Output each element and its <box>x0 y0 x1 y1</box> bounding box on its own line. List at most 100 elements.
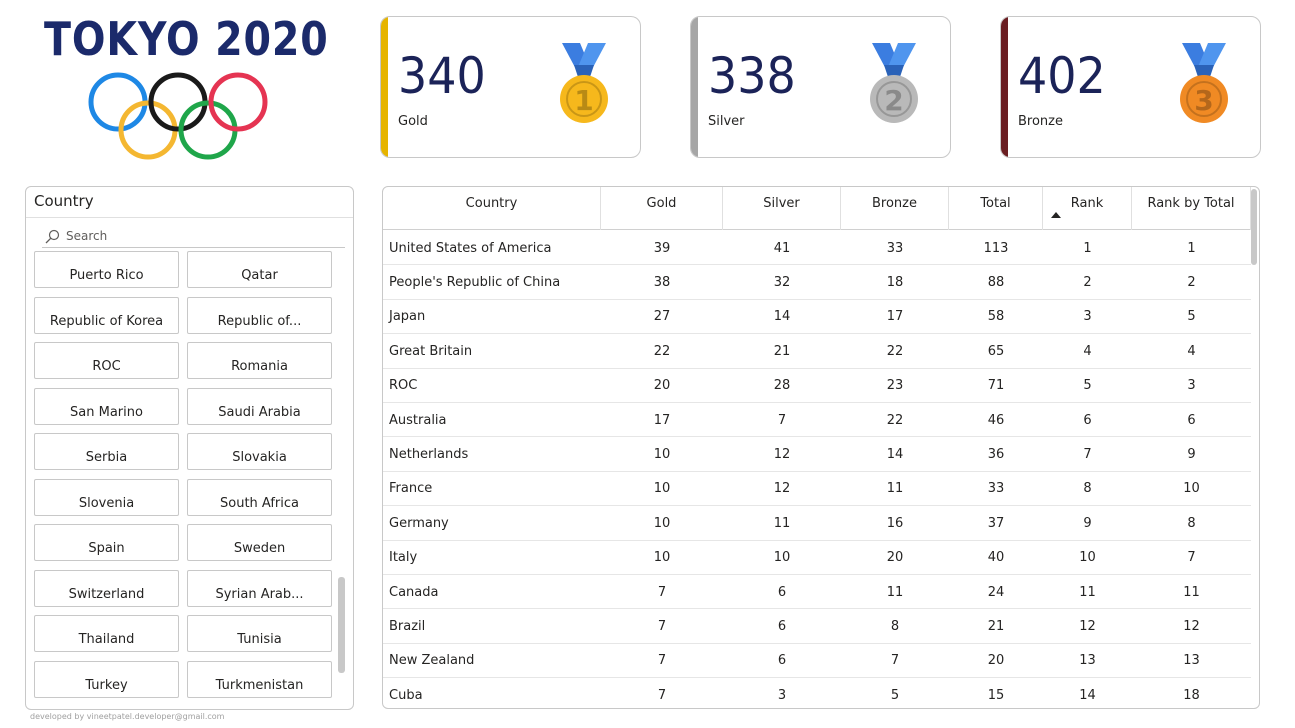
cell-rank-by-total: 18 <box>1183 687 1200 703</box>
cell-silver: 7 <box>777 412 787 428</box>
cell-rank-by-total: 12 <box>1183 618 1200 634</box>
cell-silver: 3 <box>777 687 787 703</box>
column-header-rank[interactable]: Rank <box>1043 187 1132 230</box>
cell-country: New Zealand <box>389 653 475 669</box>
cell-total: 65 <box>987 343 1005 359</box>
cell-gold: 7 <box>657 687 667 703</box>
cell-gold: 22 <box>653 343 671 359</box>
cell-gold: 7 <box>657 584 667 600</box>
cell-gold: 10 <box>653 515 671 531</box>
search-icon <box>45 229 60 244</box>
table-row[interactable]: Canada 7 6 11 24 11 11 <box>383 575 1251 610</box>
country-tile[interactable]: Republic of Korea <box>34 296 179 334</box>
country-tile[interactable]: Serbia <box>34 433 179 470</box>
table-row[interactable]: New Zealand 7 6 7 20 13 13 <box>383 644 1251 679</box>
slicer-search <box>42 227 345 248</box>
table-row[interactable]: Germany 10 11 16 37 9 8 <box>383 506 1251 541</box>
country-tile[interactable]: Turkmenistan <box>187 660 332 698</box>
cell-rank-by-total: 8 <box>1187 515 1196 531</box>
country-tile[interactable]: Thailand <box>34 615 179 652</box>
column-header-silver[interactable]: Silver <box>723 187 841 230</box>
silver-count: 338 <box>708 47 796 105</box>
cell-silver: 14 <box>773 309 791 325</box>
cell-rank: 13 <box>1079 653 1096 669</box>
cell-total: 36 <box>987 446 1005 462</box>
cell-bronze: 11 <box>886 584 904 600</box>
country-tile[interactable]: Romania <box>187 342 332 379</box>
table-row[interactable]: ROC 20 28 23 71 5 3 <box>383 369 1251 403</box>
column-header-label: Country <box>465 196 518 211</box>
country-tile[interactable]: Switzerland <box>34 569 179 607</box>
cell-bronze: 16 <box>886 515 904 531</box>
table-row[interactable]: Italy 10 10 20 40 10 7 <box>383 541 1251 575</box>
cell-country: Australia <box>389 412 447 428</box>
cell-total: 21 <box>987 618 1005 634</box>
table-scrollbar[interactable] <box>1251 189 1257 265</box>
country-tile[interactable]: Slovakia <box>187 433 332 470</box>
cell-silver: 6 <box>777 584 787 600</box>
silver-label: Silver <box>708 114 745 129</box>
cell-country: Netherlands <box>389 446 469 462</box>
medal-table: Country Gold Silver Bronze Total Rank Rank by … <box>382 186 1260 709</box>
cell-total: 37 <box>987 515 1005 531</box>
cell-country: Italy <box>389 550 418 566</box>
country-tile[interactable]: Slovenia <box>34 478 179 516</box>
cell-rank-by-total: 5 <box>1187 309 1196 325</box>
table-row[interactable]: Australia 17 7 22 46 6 6 <box>383 403 1251 438</box>
cell-gold: 10 <box>653 446 671 462</box>
logo-title: TOKYO 2020 <box>44 12 329 66</box>
column-header-bronze[interactable]: Bronze <box>841 187 949 230</box>
table-row[interactable]: Brazil 7 6 8 21 12 12 <box>383 609 1251 644</box>
cell-rank-by-total: 11 <box>1183 584 1200 600</box>
country-tile[interactable]: Saudi Arabia <box>187 387 332 425</box>
cell-rank: 9 <box>1083 515 1092 531</box>
slicer-scrollbar[interactable] <box>338 577 345 673</box>
cell-total: 46 <box>987 412 1005 428</box>
country-tile[interactable]: South Africa <box>187 478 332 516</box>
cell-country: ROC <box>389 378 418 394</box>
cell-total: 71 <box>987 378 1005 394</box>
gold-label: Gold <box>398 114 428 129</box>
column-header-country[interactable]: Country <box>383 187 601 230</box>
cell-rank-by-total: 4 <box>1187 343 1196 359</box>
cell-bronze: 22 <box>886 343 904 359</box>
cell-bronze: 22 <box>886 412 904 428</box>
search-input[interactable] <box>66 229 326 243</box>
medal-number: 2 <box>884 84 903 117</box>
medal-number: 1 <box>574 84 593 117</box>
column-header-total[interactable]: Total <box>949 187 1043 230</box>
cell-gold: 7 <box>657 653 667 669</box>
cell-silver: 41 <box>773 240 791 256</box>
cell-bronze: 5 <box>890 687 900 703</box>
country-tile[interactable]: Sweden <box>187 524 332 561</box>
country-tile[interactable]: Tunisia <box>187 615 332 652</box>
column-header-rank-by-total[interactable]: Rank by Total <box>1132 187 1251 230</box>
table-row[interactable]: Great Britain 22 21 22 65 4 4 <box>383 334 1251 369</box>
cell-rank: 11 <box>1079 584 1096 600</box>
cell-silver: 28 <box>773 378 791 394</box>
cell-bronze: 8 <box>890 618 900 634</box>
cell-country: Great Britain <box>389 343 473 359</box>
cell-total: 24 <box>987 584 1005 600</box>
country-tile[interactable]: Spain <box>34 524 179 561</box>
table-row[interactable]: Japan 27 14 17 58 3 5 <box>383 300 1251 335</box>
cell-bronze: 33 <box>886 240 904 256</box>
column-header-gold[interactable]: Gold <box>601 187 723 230</box>
country-tile[interactable]: San Marino <box>34 387 179 425</box>
table-row[interactable]: Cuba 7 3 5 15 14 18 <box>383 678 1251 708</box>
country-tile[interactable]: ROC <box>34 342 179 379</box>
table-row[interactable]: United States of America 39 41 33 113 1 1 <box>383 231 1251 266</box>
country-tile[interactable]: Turkey <box>34 660 179 698</box>
sort-ascending-icon[interactable] <box>1051 212 1061 218</box>
table-header: Country Gold Silver Bronze Total Rank Rank by … <box>383 187 1251 230</box>
country-tile[interactable]: Puerto Rico <box>34 251 179 288</box>
cell-silver: 11 <box>773 515 791 531</box>
cell-silver: 32 <box>773 274 791 290</box>
table-row[interactable]: Netherlands 10 12 14 36 7 9 <box>383 437 1251 472</box>
country-tile[interactable]: Qatar <box>187 251 332 288</box>
table-row[interactable]: France 10 12 11 33 8 10 <box>383 472 1251 507</box>
column-header-label: Rank by Total <box>1147 196 1235 211</box>
table-row[interactable]: People's Republic of China 38 32 18 88 2 2 <box>383 265 1251 300</box>
country-tile[interactable]: Syrian Arab... <box>187 569 332 607</box>
country-tile[interactable]: Republic of... <box>187 296 332 334</box>
